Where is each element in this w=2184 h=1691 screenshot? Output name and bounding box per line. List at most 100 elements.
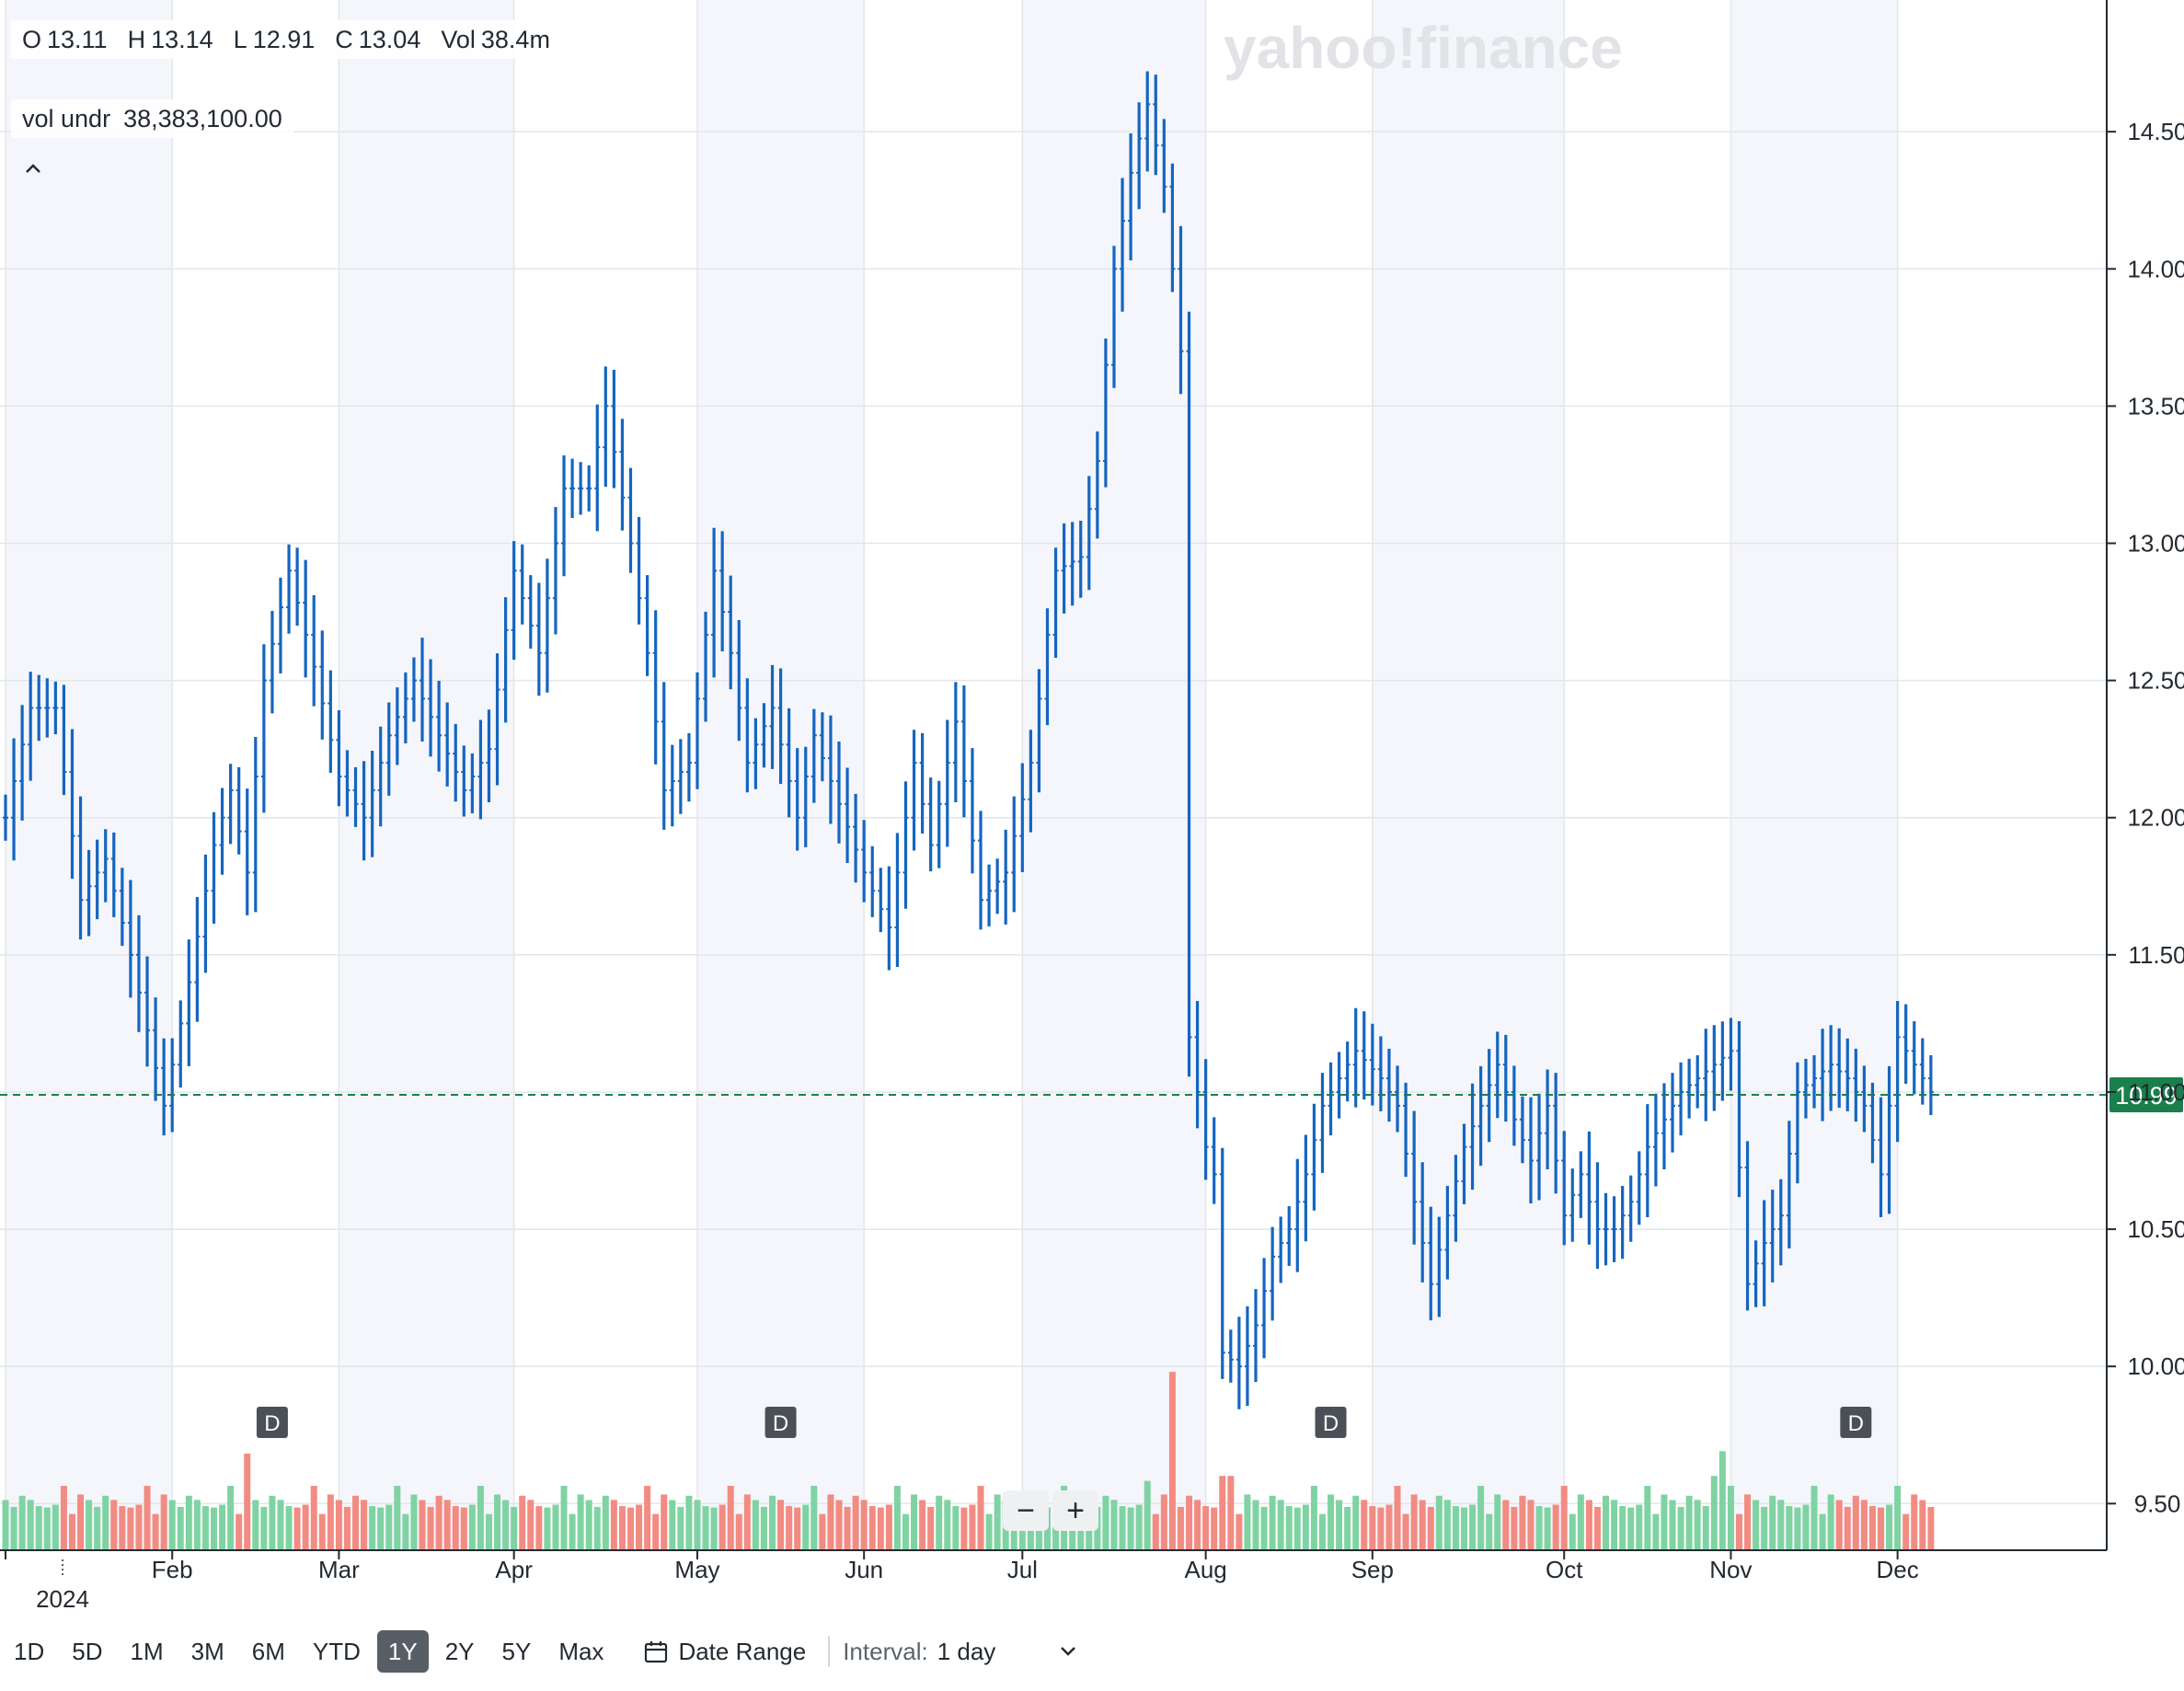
ohlc-bar — [1028, 730, 1034, 833]
range-2y-button[interactable]: 2Y — [444, 1638, 475, 1665]
ohlc-bar — [194, 897, 201, 1022]
ohlc-bar — [1044, 608, 1051, 726]
ohlc-bar — [810, 708, 817, 803]
volume-bar — [1677, 1506, 1684, 1550]
volume-bar — [952, 1506, 960, 1550]
zoom-out-button[interactable]: − — [1003, 1490, 1049, 1531]
range-5d-button[interactable]: 5D — [72, 1638, 103, 1665]
volume-bar — [1819, 1513, 1826, 1550]
ohlc-bar — [569, 458, 576, 519]
collapse-chevron-up-icon[interactable] — [24, 162, 50, 188]
volume-bar — [1394, 1486, 1401, 1550]
toolbar-divider — [828, 1636, 831, 1667]
range-1d-button[interactable]: 1D — [14, 1638, 45, 1665]
volume-bar — [1361, 1500, 1368, 1550]
volume-bar — [577, 1494, 584, 1550]
ohlc-bar — [1911, 1021, 1917, 1095]
volume-bar — [911, 1494, 918, 1550]
volume-bar — [269, 1495, 276, 1550]
volume-bar — [1886, 1504, 1893, 1550]
volume-bar — [27, 1500, 34, 1550]
ohlc-bar — [52, 681, 59, 735]
dividend-marker-label: D — [773, 1411, 788, 1436]
volume-bar — [1786, 1506, 1793, 1550]
interval-select[interactable]: Interval: 1 day — [843, 1638, 1078, 1666]
range-1m-button[interactable]: 1M — [130, 1638, 164, 1665]
ohlc-bar — [669, 744, 675, 827]
ohlc-bar — [1061, 523, 1067, 614]
volume-bar — [1593, 1506, 1601, 1550]
volume-bar — [1302, 1504, 1309, 1550]
ohlc-bar — [1836, 1028, 1843, 1108]
ohlc-bar — [11, 738, 17, 861]
ohlc-bar — [719, 531, 726, 651]
ohlc-bar — [1153, 75, 1159, 176]
volume-bar — [452, 1506, 459, 1550]
volume-bar — [377, 1507, 385, 1550]
volume-bar — [994, 1494, 1001, 1550]
volume-bar — [1352, 1495, 1360, 1550]
volume-bar — [352, 1495, 360, 1550]
volume-bar — [1794, 1507, 1801, 1550]
volume-bar — [868, 1506, 876, 1550]
volume-bar — [1443, 1500, 1451, 1550]
volume-bar — [185, 1495, 192, 1550]
volume-bar — [201, 1506, 209, 1550]
ohlc-bar — [161, 1038, 167, 1136]
ohlc-bar — [394, 687, 400, 765]
ohlc-bar — [1519, 1096, 1525, 1164]
volume-bar — [1511, 1506, 1518, 1550]
range-max-button[interactable]: Max — [558, 1638, 604, 1665]
high-value: 13.14 — [151, 26, 213, 53]
volume-bar — [1494, 1494, 1501, 1550]
volume-bar — [502, 1500, 510, 1550]
volume-bar — [985, 1513, 993, 1550]
volume-bar — [1293, 1507, 1301, 1550]
ohlc-bar — [1719, 1021, 1726, 1101]
dividend-marker-badge — [1840, 1407, 1872, 1438]
month-shade — [6, 0, 173, 1550]
ohlc-bar — [535, 582, 542, 696]
ohlc-bar — [603, 366, 609, 488]
volume-bar — [827, 1494, 834, 1550]
volume-bar — [1127, 1507, 1134, 1550]
ohlc-bar — [1011, 796, 1017, 913]
range-5y-button[interactable]: 5Y — [501, 1638, 532, 1665]
ohlc-bar — [477, 719, 484, 820]
volume-bar — [152, 1513, 159, 1550]
volume-bar — [560, 1486, 568, 1550]
volume-bar — [1318, 1513, 1326, 1550]
volume-bar — [885, 1504, 892, 1550]
ohlc-bar — [1619, 1185, 1626, 1260]
dividend-marker[interactable]: D — [1840, 1407, 1872, 1438]
ohlc-bar — [661, 682, 667, 830]
x-tick-label: Mar — [318, 1556, 360, 1583]
range-3m-button[interactable]: 3M — [190, 1638, 224, 1665]
volume-bar — [1611, 1500, 1618, 1550]
ohlc-bar — [1294, 1158, 1301, 1272]
ohlc-bar — [836, 742, 842, 844]
range-6m-button[interactable]: 6M — [251, 1638, 285, 1665]
dividend-marker[interactable]: D — [1315, 1407, 1347, 1438]
zoom-in-button[interactable]: + — [1052, 1490, 1098, 1531]
volume-bar — [810, 1486, 818, 1550]
dividend-marker-label: D — [1323, 1411, 1339, 1436]
ohlc-bar — [260, 644, 267, 813]
ohlc-bar — [728, 575, 734, 690]
volume-bar — [1102, 1495, 1109, 1550]
range-1y-button[interactable]: 1Y — [376, 1630, 429, 1673]
dividend-marker[interactable]: D — [256, 1407, 288, 1438]
ohlc-bar — [969, 748, 975, 874]
range-ytd-button[interactable]: YTD — [312, 1638, 361, 1665]
dividend-marker-badge — [256, 1407, 288, 1438]
date-range-button[interactable]: Date Range — [634, 1638, 815, 1666]
x-tick-label: May — [674, 1556, 719, 1583]
volume-bar — [1718, 1451, 1726, 1550]
ohlc-bar — [819, 712, 825, 782]
ohlc-bar — [1886, 1065, 1892, 1214]
ohlc-bar — [1436, 1216, 1443, 1317]
month-shade — [339, 0, 514, 1550]
dividend-marker[interactable]: D — [764, 1407, 797, 1438]
open-value: 13.11 — [47, 26, 108, 53]
